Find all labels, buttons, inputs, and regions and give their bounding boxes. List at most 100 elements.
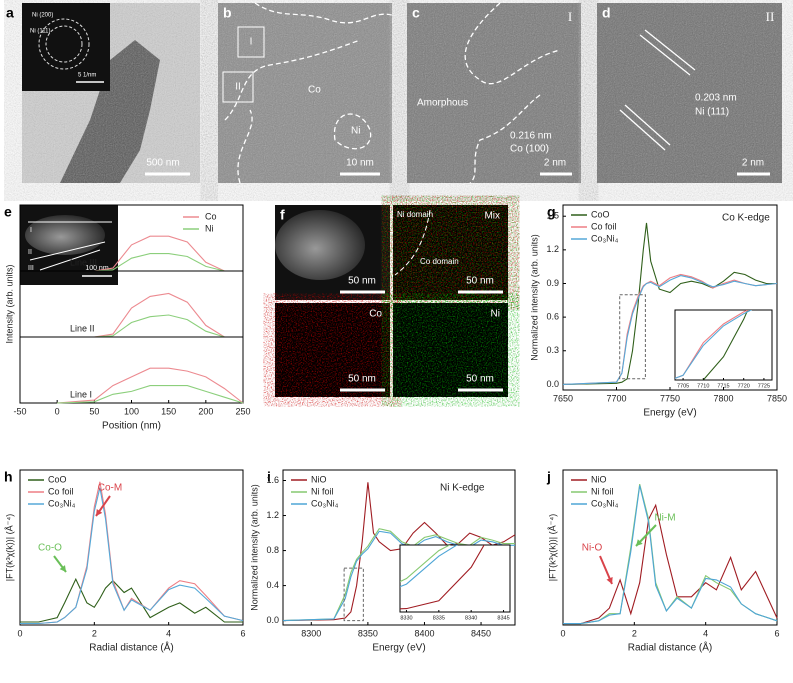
- zoom-region: [619, 294, 646, 380]
- x-axis-label: Energy (eV): [643, 408, 696, 419]
- y-tick-label: 0.4: [266, 580, 279, 590]
- subplot-label: Line I: [70, 389, 92, 399]
- series-line: [699, 310, 749, 380]
- x-tick-label: 100: [124, 406, 139, 416]
- y-tick-label: 1.2: [266, 510, 279, 520]
- series-line: [562, 275, 778, 385]
- y-axis-label: Intensity (arb. units): [4, 264, 14, 343]
- annotation: Co K-edge: [722, 213, 770, 224]
- scale-label: 2 nm: [544, 158, 566, 169]
- region-box: [222, 71, 254, 103]
- x-tick-label: 50: [89, 406, 99, 416]
- x-tick-label: 150: [161, 406, 176, 416]
- scale-label: 2 nm: [742, 158, 764, 169]
- y-tick-label: 0.0: [266, 615, 279, 625]
- y-axis-label: Normalized intensity (arb. units): [249, 484, 259, 611]
- saed-inset: [22, 3, 110, 91]
- domain-boundary: [224, 2, 393, 184]
- x-axis-label: Energy (eV): [372, 643, 425, 654]
- series-line: [57, 292, 243, 338]
- panel-b: b I II Co Ni 10 nm: [218, 2, 393, 184]
- inset-x-tick-label: 8335: [433, 615, 445, 621]
- inset-x-tick-label: 7705: [677, 383, 689, 389]
- legend-label: Ni: [205, 223, 214, 233]
- x-tick-label: 7650: [553, 393, 573, 403]
- y-tick-label: 1.2: [546, 244, 559, 254]
- series-line: [57, 253, 243, 272]
- inset-plot: [400, 545, 485, 610]
- x-tick-label: 250: [235, 406, 250, 416]
- series-line: [57, 314, 243, 338]
- annotation: Ni-O: [582, 543, 603, 554]
- lattice-lines: [619, 29, 696, 151]
- annotation: Ni K-edge: [440, 483, 485, 494]
- texture: [597, 3, 782, 183]
- panel-label: g: [547, 204, 556, 220]
- series-line: [57, 367, 244, 404]
- annotation: Co-M: [98, 483, 122, 494]
- inset-frame: [674, 309, 773, 381]
- y-tick-label: 0.6: [546, 311, 559, 321]
- panel-label: h: [4, 469, 13, 485]
- tile-label: Mix: [484, 211, 500, 222]
- texture: [218, 3, 392, 183]
- x-tick-label: 8450: [471, 628, 491, 638]
- panel-label: j: [546, 469, 551, 485]
- x-tick-label: 0: [17, 628, 22, 638]
- x-axis-label: Position (nm): [102, 421, 161, 432]
- x-tick-label: 7700: [606, 393, 626, 403]
- inset-x-tick-label: 7725: [758, 383, 770, 389]
- legend-label: CoO: [591, 209, 610, 219]
- phase-label: Amorphous: [417, 98, 468, 109]
- plot-frame: [282, 469, 516, 626]
- series-line: [675, 310, 750, 379]
- x-tick-label: 8400: [414, 628, 434, 638]
- phase-label: Co: [308, 85, 321, 96]
- x-tick-label: 2: [632, 628, 637, 638]
- legend-label: Co foil: [48, 486, 74, 496]
- scale-label: 500 nm: [146, 158, 179, 169]
- x-tick-label: 4: [703, 628, 708, 638]
- panel-label: a: [6, 5, 14, 21]
- inset-x-tick-label: 8345: [497, 615, 509, 621]
- scale-label: 50 nm: [348, 276, 376, 287]
- line-label: II: [28, 249, 32, 256]
- inset-x-tick-label: 8340: [465, 615, 477, 621]
- x-axis-label: Radial distance (Å): [89, 641, 173, 654]
- arrow-head: [606, 577, 613, 584]
- y-axis-label: |FT(k³χ(k))| (Å⁻⁴): [547, 514, 557, 582]
- x-tick-label: -50: [13, 406, 26, 416]
- scale-label: 50 nm: [348, 374, 376, 385]
- panel-d: d II 0.203 nm Ni (111) 2 nm: [597, 3, 782, 183]
- legend-label: Co: [205, 211, 217, 221]
- tile-label: Co: [369, 309, 382, 320]
- region-label: II: [235, 82, 241, 93]
- scale-label: 10 nm: [346, 158, 374, 169]
- spacing-label: 0.203 nm: [695, 93, 737, 104]
- legend-label: NiO: [591, 474, 607, 484]
- y-tick-label: 1.6: [266, 475, 279, 485]
- legend-label: Ni foil: [311, 486, 334, 496]
- legend-label: Ni foil: [591, 486, 614, 496]
- panel-e-inset: I II III 100 nm: [20, 205, 118, 285]
- plot-frame: [19, 469, 244, 626]
- line-label: III: [28, 265, 34, 272]
- x-tick-label: 6: [240, 628, 245, 638]
- region-box: [237, 26, 265, 58]
- ni-signal: [393, 205, 508, 300]
- legend-label: NiO: [311, 474, 327, 484]
- panel-c: c I Amorphous 0.216 nm Co (100) 2 nm: [407, 2, 581, 184]
- panel-label: f: [280, 207, 285, 223]
- phase-label: Ni: [351, 126, 360, 137]
- ni-signal: [393, 303, 508, 397]
- x-tick-label: 8300: [301, 628, 321, 638]
- x-tick-label: 6: [774, 628, 779, 638]
- series-line: [400, 545, 458, 588]
- arrow-head: [59, 565, 66, 572]
- ring-label: Ni (200): [32, 13, 53, 19]
- panel-a: a Ni (200) Ni (111) 5 1/nm 500 nm: [6, 3, 200, 183]
- inset-x-tick-label: 8330: [400, 615, 412, 621]
- y-tick-label: 0.8: [266, 545, 279, 555]
- domain-label: Co domain: [420, 257, 459, 266]
